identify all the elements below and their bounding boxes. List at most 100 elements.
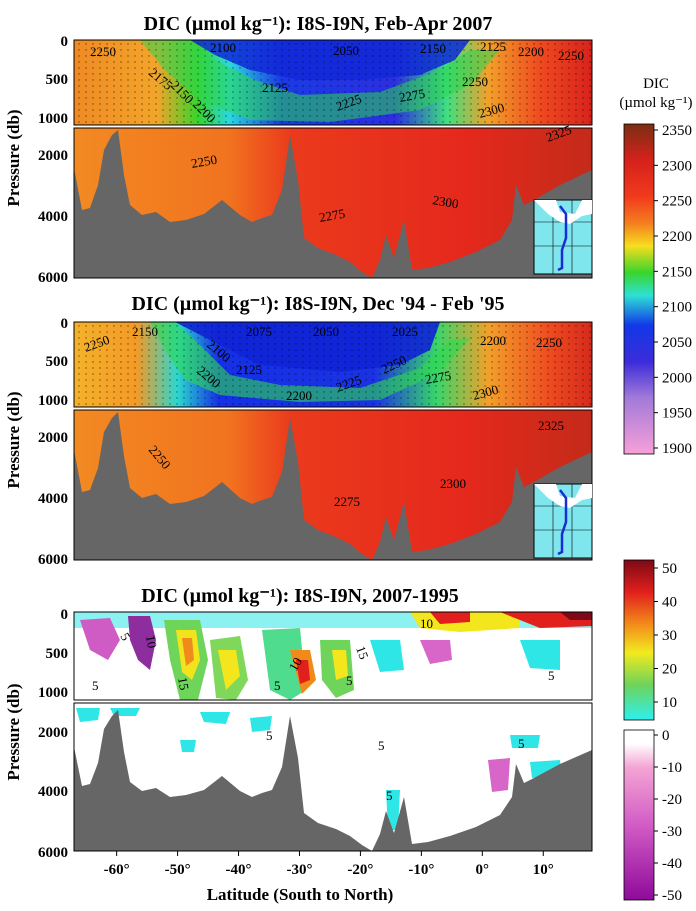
dic-colorbar-tick: 2350 <box>662 123 692 139</box>
dic-colorbar-gradient <box>623 123 655 455</box>
panel-1-inset-map <box>533 199 593 275</box>
panel-1-contour-label: 2100 <box>210 40 236 55</box>
difference-colorbar: 50 40 30 20 10 0 -10 -20 -30 -40 -50 <box>623 559 682 904</box>
panel-2-contour-label: 2275 <box>424 368 452 387</box>
dic-colorbar-tick: 1900 <box>662 441 692 457</box>
panel-2-contour-label: 2300 <box>471 382 500 403</box>
dic-colorbar-tick: 2200 <box>662 229 692 245</box>
panel-1995: DIC (µmol kg⁻¹): I8S-I9N, Dec '94 - Feb … <box>4 293 593 568</box>
panel-3-ytick-500: 500 <box>46 646 69 662</box>
panel-2-frame-upper <box>73 321 593 408</box>
panel-3-contour-labels: 5 5 10 15 5 10 5 15 10 5 5 5 5 5 <box>92 616 555 803</box>
x-tick-label: -20° <box>347 862 373 878</box>
difference-colorbar-tick: -20 <box>662 792 682 808</box>
panel-difference: DIC (µmol kg⁻¹): I8S-I9N, 2007-1995 <box>4 585 593 904</box>
panel-1-contour-label: 2275 <box>318 206 346 225</box>
panel-1-contour-label: 2125 <box>480 39 506 54</box>
panel-1-contour-label: 2250 <box>190 152 218 171</box>
panel-1-contour-labels: 2250 2100 2050 2150 2125 2200 2250 2175 … <box>90 39 584 225</box>
panel-3-separator <box>74 700 592 703</box>
panel-3-xlabel: Latitude (South to North) <box>207 885 394 904</box>
panel-1-contour-label: 2250 <box>462 74 488 89</box>
panel-3-difference-patches <box>74 612 592 700</box>
panel-2-contour-label: 2025 <box>392 324 418 339</box>
panel-3-contour-label: 15 <box>175 676 192 691</box>
panel-1-contour-label: 2200 <box>518 44 544 59</box>
panel-2-contour-label: 2275 <box>334 494 360 509</box>
panel-3-contour-label: 15 <box>353 644 372 661</box>
dic-colorbar-tick: 2150 <box>662 264 692 280</box>
panel-2-contour-label: 2125 <box>236 362 262 377</box>
panel-1-contour-label: 2250 <box>90 44 116 59</box>
difference-colorbar-negative <box>623 729 655 901</box>
panel-2-ytick-0: 0 <box>61 316 69 332</box>
panel-1-bathymetry <box>74 130 592 278</box>
panel-2-ytick-4000: 4000 <box>38 491 68 507</box>
panel-3-contour-label: 5 <box>346 673 353 688</box>
panel-3-title: DIC (µmol kg⁻¹): I8S-I9N, 2007-1995 <box>141 585 459 607</box>
difference-colorbar-tick: 20 <box>662 662 677 678</box>
panel-2-separator <box>74 407 592 410</box>
panel-2-contour-label: 2300 <box>440 476 466 491</box>
dic-colorbar-label-line2: (µmol kg⁻¹) <box>619 95 692 111</box>
panel-2-ylabel: Pressure (db) <box>4 391 23 488</box>
x-tick-label: -50° <box>165 862 191 878</box>
panel-2-title: DIC (µmol kg⁻¹): I8S-I9N, Dec '94 - Feb … <box>131 293 504 315</box>
panel-1-contour-label: 2150 <box>420 41 446 56</box>
panel-1-title: DIC (µmol kg⁻¹): I8S-I9N, Feb-Apr 2007 <box>144 13 493 35</box>
panel-3-frame-upper <box>73 611 593 701</box>
dic-colorbar-tick: 2000 <box>662 370 692 386</box>
panel-3-lower-patches <box>76 708 562 830</box>
panel-1-contour-label: 2250 <box>558 48 584 63</box>
x-tick-label: -60° <box>104 862 130 878</box>
panel-2-contour-label: 2325 <box>538 418 564 433</box>
panel-1-contour-label: 2275 <box>398 86 426 105</box>
panel-1-ytick-4000: 4000 <box>38 209 68 225</box>
x-tick-label: -40° <box>226 862 252 878</box>
panel-3-frame-lower <box>73 702 593 852</box>
panel-3-contour-label: 5 <box>274 678 281 693</box>
panel-3-contour-label: 10 <box>420 616 433 631</box>
panel-3-contour-label: 5 <box>548 668 555 683</box>
panel-3-bathymetry <box>74 710 592 851</box>
panel-2-contour-label: 2150 <box>132 324 158 339</box>
panel-3-contour-label: 10 <box>286 655 305 674</box>
dic-colorbar-tick: 2050 <box>662 335 692 351</box>
panel-2-ytick-2000: 2000 <box>38 430 68 446</box>
panel-3-ytick-2000: 2000 <box>38 725 68 741</box>
panel-2-bathymetry <box>74 412 592 560</box>
panel-3-ytick-4000: 4000 <box>38 784 68 800</box>
panel-3-ytick-6000: 6000 <box>38 845 68 861</box>
difference-colorbar-tick: -40 <box>662 856 682 872</box>
dic-colorbar-tick: 2100 <box>662 300 692 316</box>
panel-1-contour-label: 2300 <box>431 192 459 211</box>
x-tick-label: 0° <box>476 862 490 878</box>
panel-1-separator <box>74 125 592 128</box>
panel-1-upper-dots <box>74 40 592 126</box>
panel-2-upper-dots <box>74 322 592 408</box>
panel-1-ylabel: Pressure (db) <box>4 109 23 206</box>
panel-2-ytick-500: 500 <box>46 354 69 370</box>
panel-2-contour-label: 2050 <box>313 324 339 339</box>
panel-1-contour-label: 2300 <box>477 100 506 121</box>
panel-1-frame-upper <box>73 39 593 126</box>
panel-2-contour-label: 2075 <box>246 324 272 339</box>
x-tick-label: 10° <box>533 862 554 878</box>
panel-3-ytick-1000: 1000 <box>38 685 68 701</box>
panel-2007: DIC (µmol kg⁻¹): I8S-I9N, Feb-Apr 2007 0… <box>4 13 593 286</box>
difference-colorbar-tick: 50 <box>662 561 677 577</box>
dic-colorbar-label-line1: DIC <box>643 76 669 92</box>
dic-colorbar: DIC (µmol kg⁻¹) 2350 2300 2250 2200 2150 2100… <box>619 76 692 457</box>
difference-colorbar-tick: 30 <box>662 628 677 644</box>
x-tick-label: -30° <box>286 862 312 878</box>
panel-2-contour-labels: 2250 2150 2075 2050 2025 2200 2250 2100 … <box>82 324 564 509</box>
panel-2-contour-label: 2250 <box>536 335 562 350</box>
panel-2-contour-label: 2200 <box>480 333 506 348</box>
difference-colorbar-positive <box>623 559 655 721</box>
dic-colorbar-tick: 2300 <box>662 158 692 174</box>
panel-2-ytick-1000: 1000 <box>38 393 68 409</box>
panel-1-contour-label: 2125 <box>262 80 288 95</box>
panel-3-contour-label: 10 <box>143 634 160 649</box>
panel-3-ylabel: Pressure (db) <box>4 683 23 780</box>
difference-colorbar-tick: -30 <box>662 824 682 840</box>
